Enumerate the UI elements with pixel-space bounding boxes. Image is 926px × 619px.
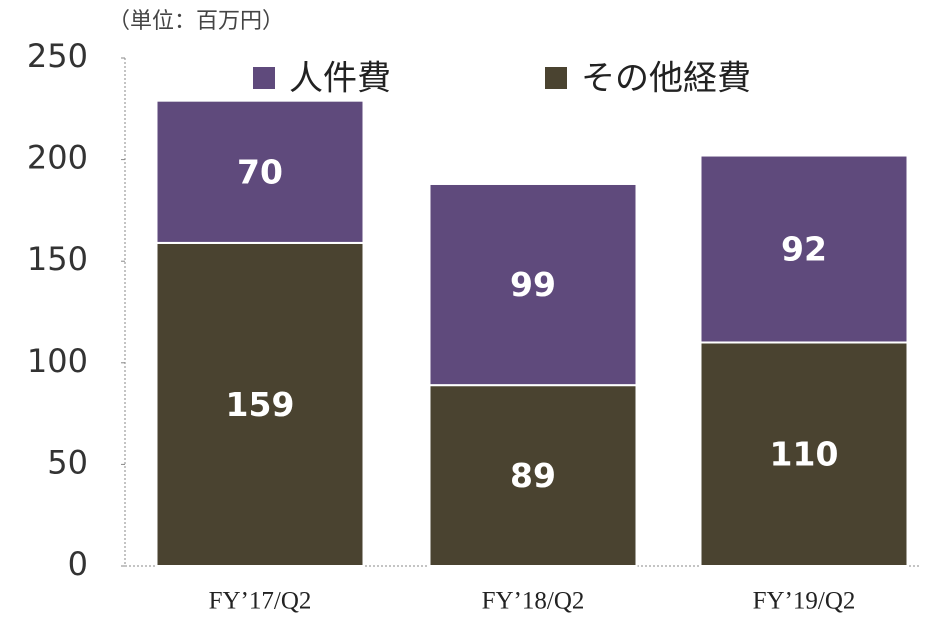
legend-swatch: [545, 67, 567, 89]
x-tick-label: FY’17/Q2: [209, 588, 312, 615]
legend-label: 人件費: [289, 59, 391, 99]
data-label: 70: [237, 152, 283, 191]
y-tick-label: 200: [27, 139, 88, 177]
y-tick-label: 50: [47, 443, 88, 481]
x-tick-label: FY’18/Q2: [482, 588, 585, 615]
bar-segment: [155, 99, 365, 244]
x-tick-label: FY’19/Q2: [753, 588, 856, 615]
unit-note: （単位：百万円）: [108, 9, 284, 34]
y-tick-label: 100: [27, 342, 88, 380]
data-label: 92: [781, 230, 827, 269]
bar-segment: [428, 384, 638, 568]
bar-segment: [699, 154, 909, 344]
legend-swatch: [253, 67, 275, 89]
data-label: 89: [510, 456, 556, 495]
y-tick-label: 250: [27, 37, 88, 75]
y-tick-label: 0: [68, 545, 88, 583]
bar-segment: [699, 341, 909, 568]
y-tick-label: 150: [27, 240, 88, 278]
data-label: 159: [226, 385, 295, 424]
data-label: 110: [770, 435, 839, 474]
legend-label: その他経費: [581, 59, 751, 99]
bar-segment: [428, 182, 638, 387]
data-label: 99: [510, 265, 556, 304]
